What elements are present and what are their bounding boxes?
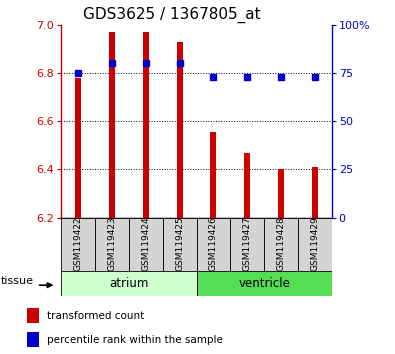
Text: percentile rank within the sample: percentile rank within the sample <box>47 335 222 345</box>
Bar <box>244 153 250 218</box>
Bar <box>61 271 197 296</box>
Bar <box>230 218 264 271</box>
Text: GSM119427: GSM119427 <box>243 216 252 270</box>
Bar <box>27 308 40 323</box>
Bar <box>197 271 332 296</box>
Text: ventricle: ventricle <box>238 277 290 290</box>
Bar <box>143 32 149 218</box>
Text: GSM119428: GSM119428 <box>276 216 286 270</box>
Bar <box>197 218 230 271</box>
Bar <box>163 218 197 271</box>
Bar <box>61 218 95 271</box>
Bar <box>95 218 129 271</box>
Text: GSM119422: GSM119422 <box>73 216 83 270</box>
Text: atrium: atrium <box>109 277 149 290</box>
Text: GSM119425: GSM119425 <box>175 216 184 270</box>
Text: GSM119429: GSM119429 <box>310 216 320 270</box>
Bar <box>27 332 40 347</box>
Text: GSM119424: GSM119424 <box>141 216 150 270</box>
Bar <box>264 218 298 271</box>
Text: GSM119423: GSM119423 <box>107 216 117 270</box>
Bar <box>75 78 81 218</box>
Text: transformed count: transformed count <box>47 310 144 321</box>
Text: tissue: tissue <box>1 276 34 286</box>
Bar <box>278 170 284 218</box>
Bar <box>129 218 163 271</box>
Text: GSM119426: GSM119426 <box>209 216 218 270</box>
Text: GDS3625 / 1367805_at: GDS3625 / 1367805_at <box>83 7 260 23</box>
Bar <box>109 32 115 218</box>
Bar <box>211 132 216 218</box>
Bar <box>312 167 318 218</box>
Bar <box>177 42 182 218</box>
Bar <box>298 218 332 271</box>
